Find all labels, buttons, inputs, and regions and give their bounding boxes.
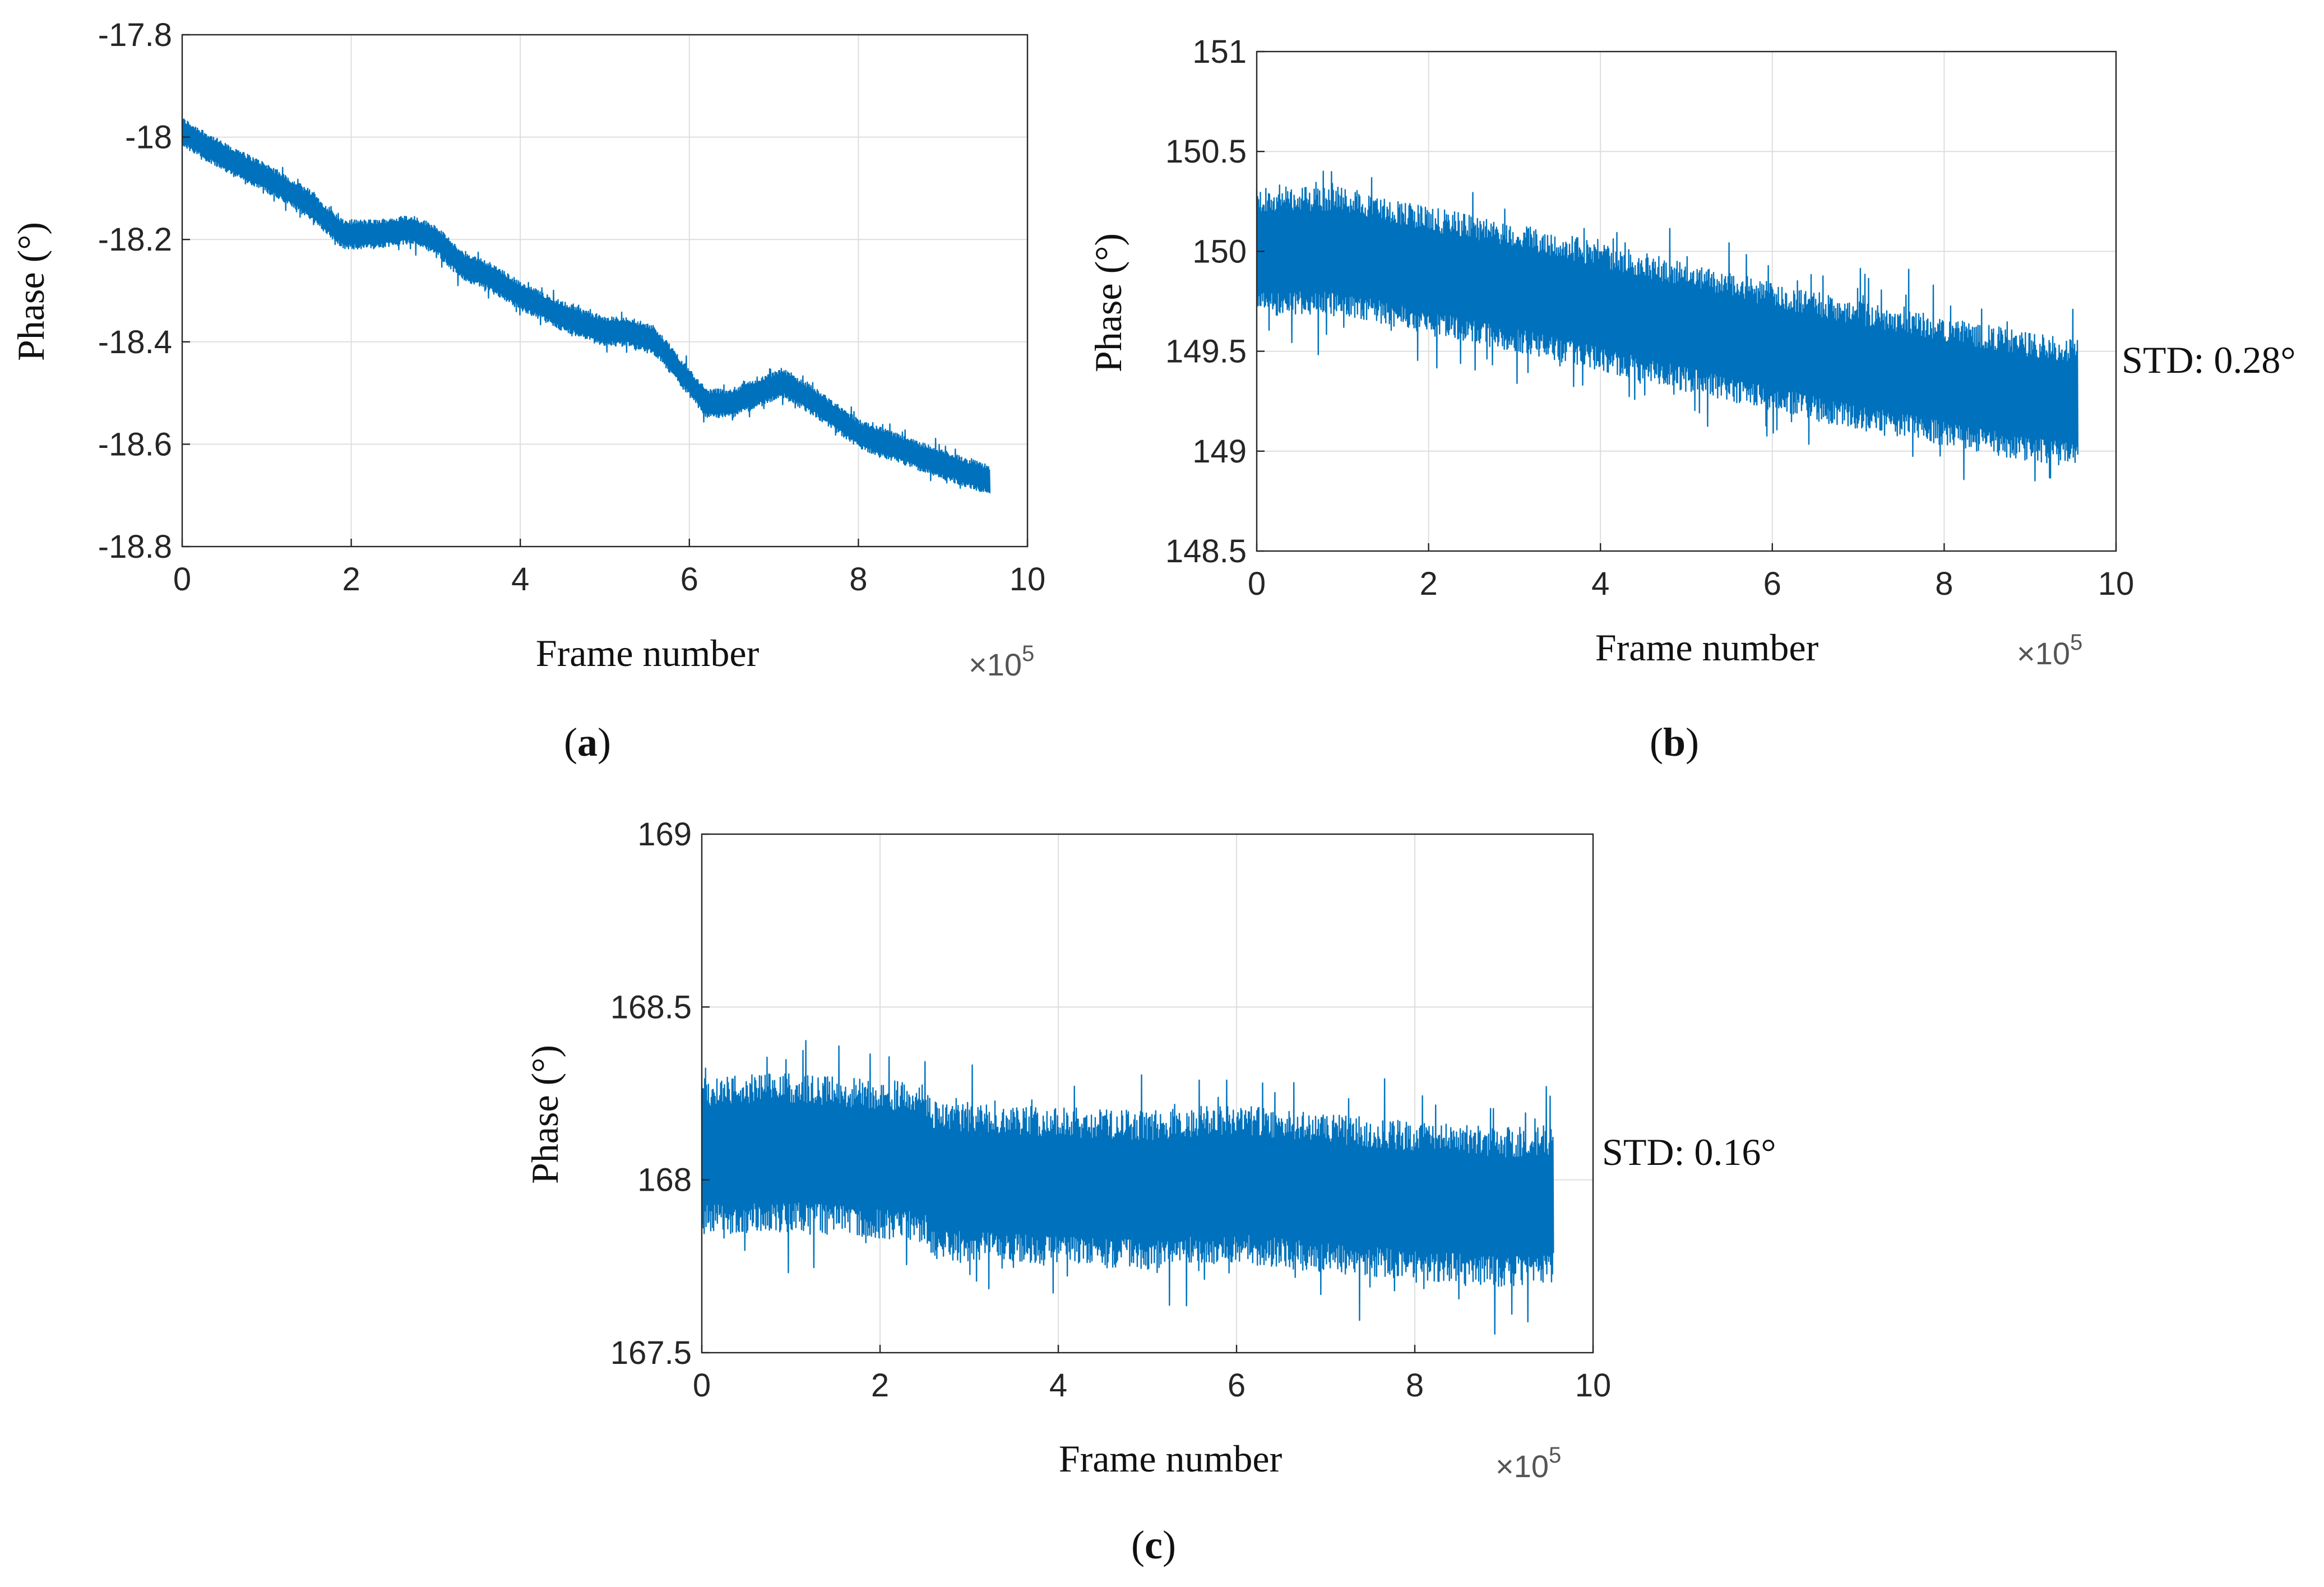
y-tick-label: 149 [1192,433,1247,470]
x-multiplier-c: ×105 [1496,1443,1561,1484]
y-tick-label: 149.5 [1165,334,1247,370]
series-band-phase [1257,211,2077,444]
y-tick-label: -18.4 [98,324,172,360]
y-tick-label: -18.6 [98,426,172,462]
y-tick-label: 151 [1192,34,1247,70]
plot-area [182,35,1027,547]
y-tick-label: 167.5 [610,1335,692,1371]
x-multiplier-b: ×105 [2017,630,2082,671]
x-tick-label: 2 [871,1367,889,1404]
panel-caption-a: (a) [564,720,611,765]
x-tick-label: 10 [2098,566,2135,602]
x-tick-label: 8 [1935,566,1953,602]
y-tick-label: 168.5 [610,989,692,1025]
x-tick-label: 4 [1591,566,1609,602]
y-tick-label: 150.5 [1165,133,1247,170]
y-axis-label-a: Phase (°) [10,222,52,361]
y-tick-label: 148.5 [1165,533,1247,570]
y-tick-label: -17.8 [98,17,172,53]
x-multiplier-a: ×105 [969,641,1034,682]
y-axis-label-c: Phase (°) [524,1045,566,1184]
axes-box [181,34,1029,548]
axes-box [701,833,1594,1354]
x-tick-label: 6 [1228,1367,1246,1404]
std-annotation-c: STD: 0.16° [1602,1131,1776,1173]
chart-panel-a: 0 2 4 6 8 10 -18.8 -18.6 -18.4 -18.2 -18 -17.8 [98,17,1045,598]
x-tick-label: 10 [1010,561,1046,598]
x-tick-label: 2 [1419,566,1437,602]
x-tick-label: 4 [511,561,529,598]
x-tick-label: 0 [1248,566,1266,602]
x-axis-label-c: Frame number [1059,1437,1283,1480]
x-axis-label-a: Frame number [536,632,760,674]
x-tick-label: 6 [680,561,698,598]
panel-caption-c: (c) [1131,1523,1176,1567]
x-tick-label: 6 [1763,566,1781,602]
chart-panel-b: 0 2 4 6 8 10 148.5 149 149.5 150 150.5 151 [1165,34,2134,602]
x-tick-label: 4 [1049,1367,1067,1404]
y-tick-label: -18.2 [98,221,172,258]
axes-box [1256,50,2117,552]
x-tick-label: 10 [1575,1367,1612,1404]
std-annotation-b: STD: 0.28° [2122,339,2296,381]
y-tick-label: -18.8 [98,529,172,565]
x-tick-label: 8 [1406,1367,1424,1404]
series-band-phase [702,1102,1553,1257]
y-tick-label: 168 [637,1162,692,1199]
y-tick-label: -18 [125,119,172,156]
x-tick-label: 2 [342,561,360,598]
series-band-phase [182,123,990,489]
x-tick-label: 8 [849,561,867,598]
panel-caption-b: (b) [1650,720,1699,765]
x-tick-label: 0 [173,561,191,598]
y-tick-label: 169 [637,816,692,853]
chart-panel-c: 0 2 4 6 8 10 167.5 168 168.5 169 [610,816,1611,1404]
y-axis-label-b: Phase (°) [1087,233,1129,372]
x-tick-label: 0 [693,1367,711,1404]
x-axis-label-b: Frame number [1595,626,1819,669]
y-tick-label: 150 [1192,233,1247,270]
